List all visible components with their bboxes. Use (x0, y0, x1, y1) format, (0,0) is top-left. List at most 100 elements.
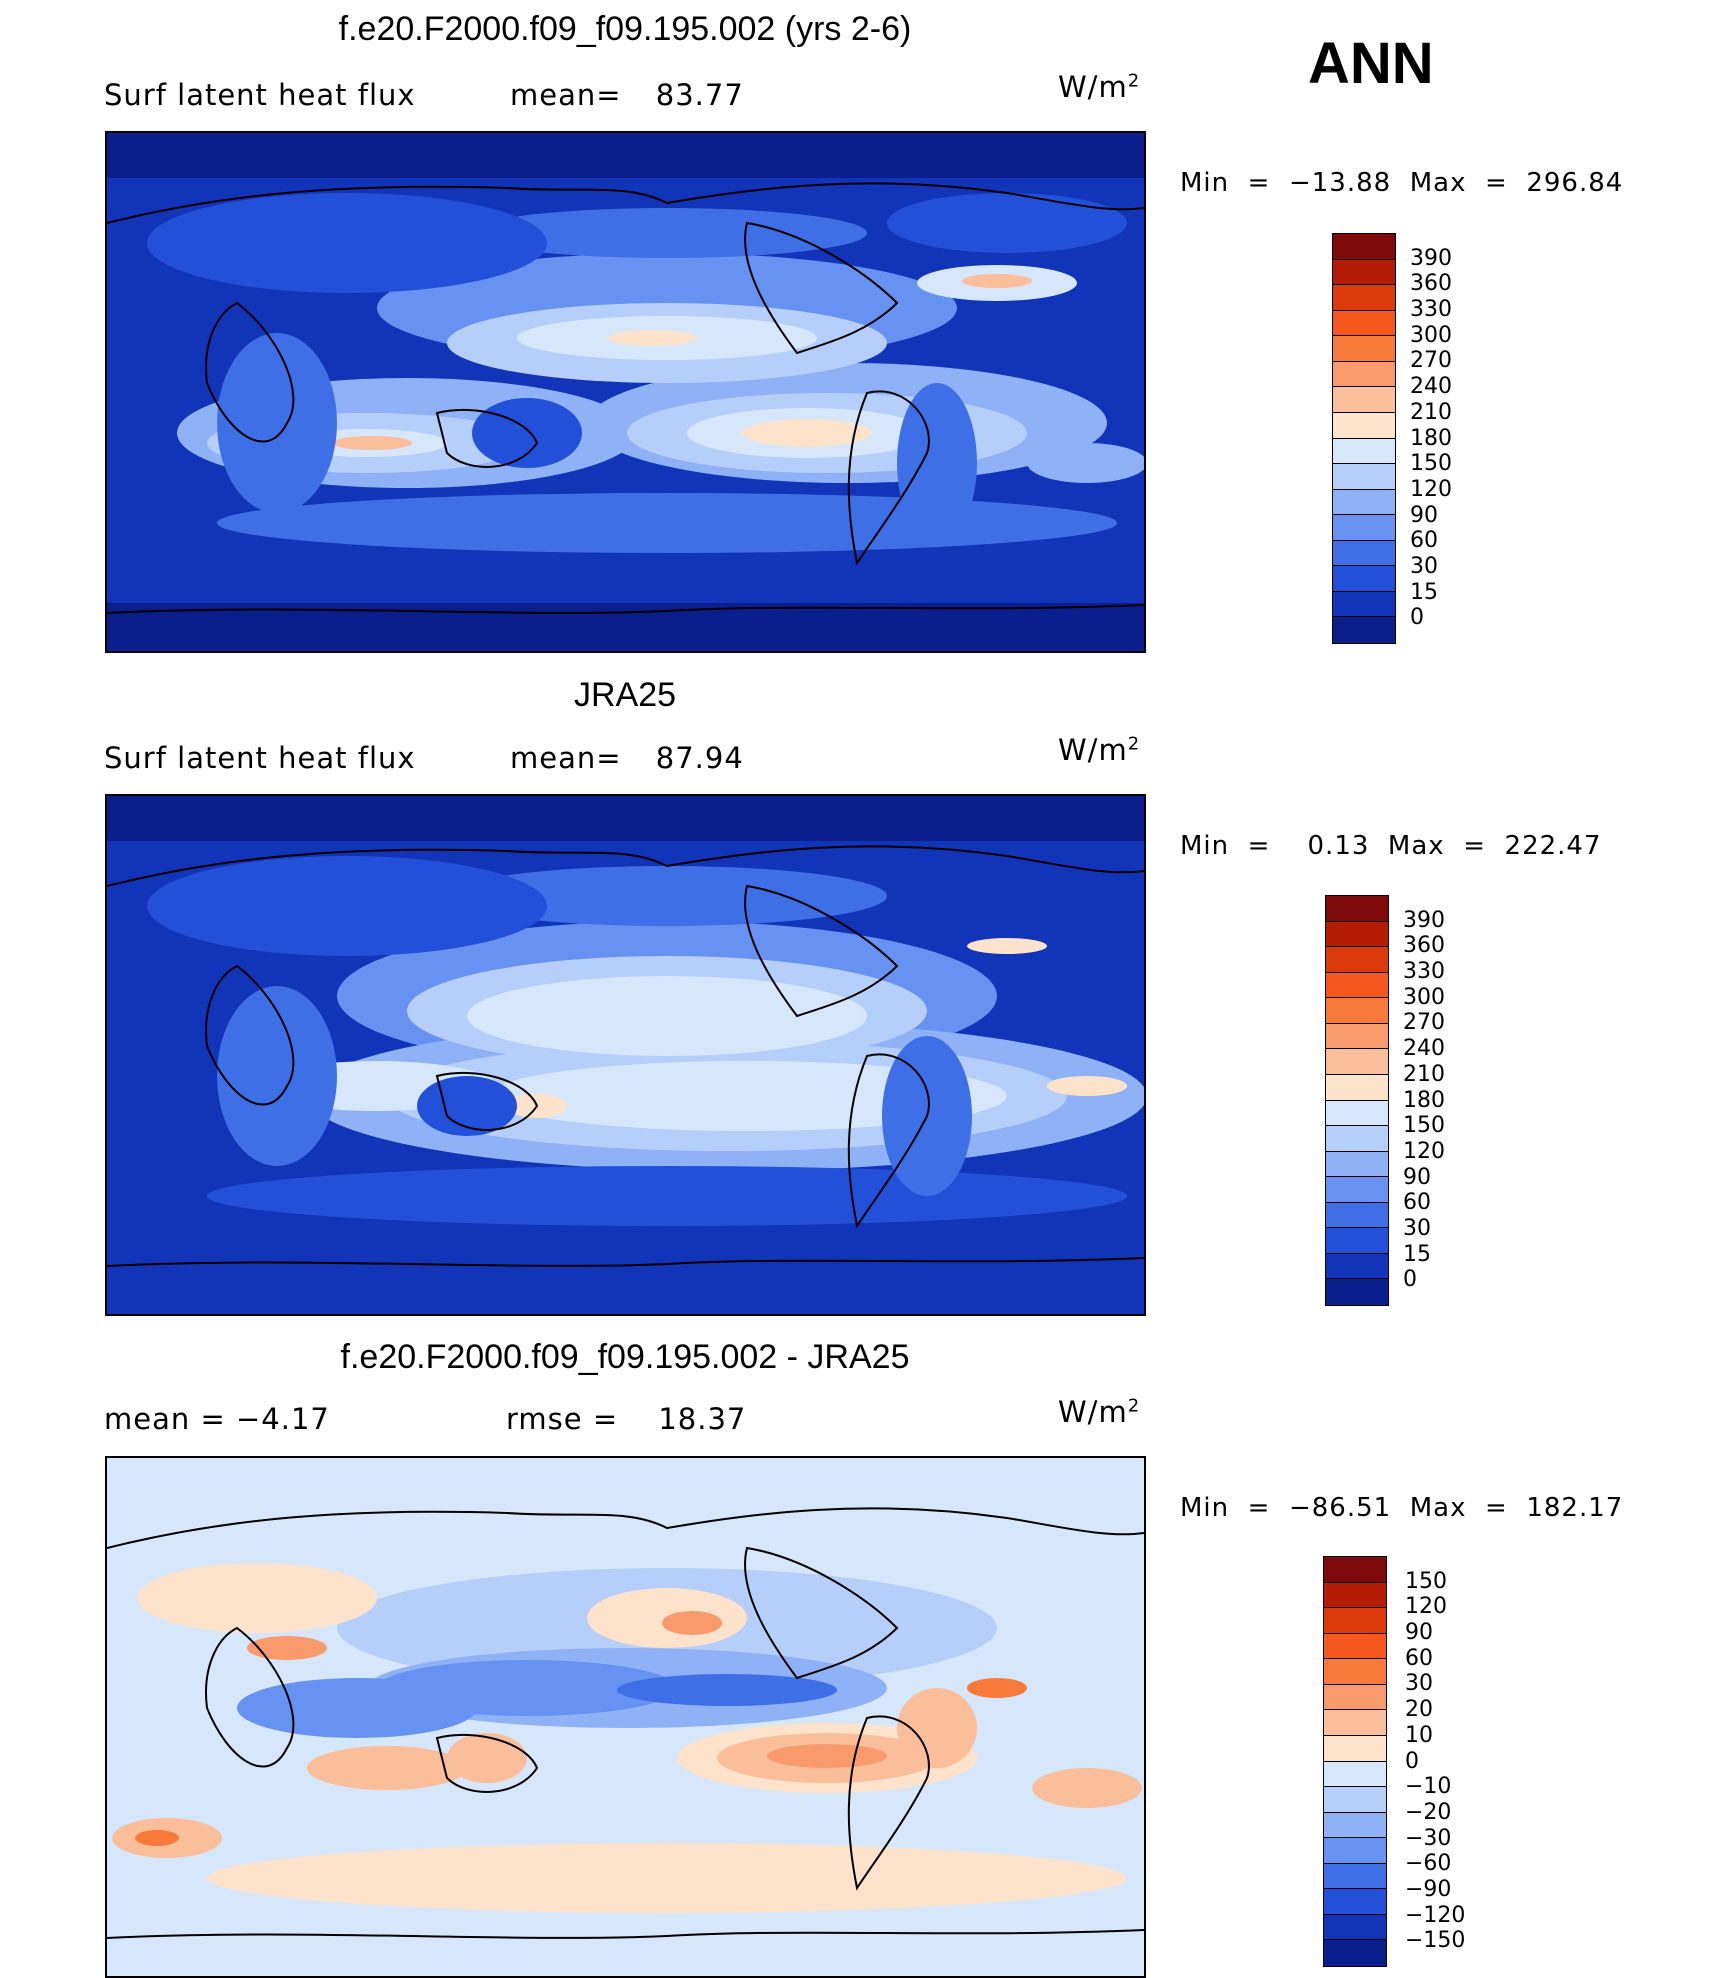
panel-3-map-graphic (107, 1458, 1144, 1976)
colorbar-swatch (1324, 1812, 1386, 1839)
colorbar-swatch (1324, 1940, 1386, 1966)
panel-2-variable-label: Surf latent heat flux (104, 741, 416, 775)
colorbar-swatch (1324, 1863, 1386, 1890)
panel-1-units-exp: 2 (1127, 70, 1141, 92)
colorbar-tick-label: 120 (1403, 1138, 1445, 1164)
colorbar-swatch (1324, 1710, 1386, 1736)
panel-3-minmax-text: Min = −86.51 Max = 182.17 (1180, 1493, 1624, 1523)
colorbar-swatch (1333, 591, 1395, 618)
colorbar-tick-label: 0 (1410, 605, 1424, 631)
colorbar-swatch (1324, 1735, 1386, 1762)
colorbar-tick-label: 270 (1410, 348, 1452, 374)
colorbar-tick-label: −60 (1405, 1851, 1452, 1877)
colorbar-swatch (1326, 1100, 1388, 1127)
colorbar-swatch (1324, 1914, 1386, 1941)
colorbar-tick-label: 300 (1403, 984, 1445, 1010)
colorbar-tick-label: 60 (1405, 1645, 1433, 1671)
colorbar-swatch (1324, 1684, 1386, 1711)
colorbar-tick-label: 150 (1403, 1113, 1445, 1139)
colorbar-swatch (1326, 896, 1388, 922)
colorbar-tick-label: 390 (1410, 245, 1452, 271)
panel-1-mean-prefix: mean= (510, 78, 622, 112)
colorbar-tick-label: 240 (1403, 1036, 1445, 1062)
colorbar-swatch (1326, 1279, 1388, 1305)
colorbar-tick-label: −10 (1405, 1774, 1452, 1800)
colorbar-swatch (1333, 540, 1395, 567)
colorbar-swatch (1324, 1889, 1386, 1915)
colorbar-swatch (1324, 1633, 1386, 1660)
colorbar-swatch (1333, 310, 1395, 337)
colorbar-swatch (1333, 387, 1395, 413)
colorbar-swatch (1324, 1838, 1386, 1864)
colorbar-swatch (1324, 1557, 1386, 1583)
colorbar-tick-label: 330 (1403, 959, 1445, 985)
colorbar-tick-label: −90 (1405, 1876, 1452, 1902)
colorbar-tick-label: 30 (1405, 1671, 1433, 1697)
colorbar-swatch (1333, 259, 1395, 286)
panel-2-units-base: W/m (1058, 733, 1128, 767)
colorbar-tick-label: 150 (1405, 1568, 1447, 1594)
colorbar-swatch (1326, 921, 1388, 948)
panel-2-mean-label: mean= 87.94 (510, 741, 744, 775)
panel-1-minmax-text: Min = −13.88 Max = 296.84 (1180, 168, 1624, 198)
panel-3-colorbar (1323, 1556, 1387, 1967)
colorbar-swatch (1326, 1177, 1388, 1203)
colorbar-tick-label: 390 (1403, 907, 1445, 933)
colorbar-tick-label: 180 (1410, 425, 1452, 451)
colorbar-swatch (1333, 438, 1395, 465)
colorbar-tick-label: 150 (1410, 451, 1452, 477)
colorbar-swatch (1326, 1049, 1388, 1075)
panel-3-units-base: W/m (1058, 1395, 1128, 1429)
panel-3-map (105, 1456, 1146, 1978)
colorbar-tick-label: 360 (1403, 933, 1445, 959)
colorbar-tick-label: 330 (1410, 297, 1452, 323)
colorbar-tick-label: 120 (1410, 476, 1452, 502)
colorbar-swatch (1333, 361, 1395, 388)
colorbar-swatch (1324, 1659, 1386, 1685)
colorbar-tick-label: 90 (1405, 1620, 1433, 1646)
panel-2-title: JRA25 (573, 676, 677, 714)
panel-2-mean-value: 87.94 (655, 741, 744, 775)
colorbar-swatch (1333, 515, 1395, 541)
panel-3-units-exp: 2 (1127, 1395, 1141, 1417)
panel-1-title: f.e20.F2000.f09_f09.195.002 (yrs 2-6) (338, 10, 912, 48)
colorbar-swatch (1326, 998, 1388, 1024)
colorbar-tick-label: 120 (1405, 1594, 1447, 1620)
panel-1-map-graphic (107, 133, 1144, 651)
colorbar-swatch (1324, 1582, 1386, 1609)
colorbar-swatch (1333, 412, 1395, 439)
colorbar-swatch (1333, 285, 1395, 311)
panel-3-rmse-value: 18.37 (658, 1402, 747, 1436)
panel-1-units: W/m2 (1058, 70, 1140, 104)
colorbar-swatch (1333, 566, 1395, 592)
panel-1-mean-label: mean= 83.77 (510, 78, 744, 112)
colorbar-tick-label: −30 (1405, 1825, 1452, 1851)
panel-1-colorbar (1332, 233, 1396, 644)
colorbar-swatch (1326, 1202, 1388, 1229)
panel-3-rmse-label: rmse = 18.37 (506, 1402, 746, 1436)
colorbar-tick-label: −20 (1405, 1799, 1452, 1825)
colorbar-swatch (1333, 489, 1395, 516)
colorbar-swatch (1333, 336, 1395, 362)
panel-2-units-exp: 2 (1127, 733, 1141, 755)
panel-3-mean-label: mean = −4.17 (104, 1402, 330, 1436)
colorbar-tick-label: 20 (1405, 1697, 1433, 1723)
panel-2-minmax: Min = 0.13 Max = 222.47 (1180, 831, 1602, 861)
colorbar-tick-label: 180 (1403, 1087, 1445, 1113)
colorbar-swatch (1333, 464, 1395, 490)
colorbar-swatch (1326, 947, 1388, 973)
colorbar-tick-label: 10 (1405, 1722, 1433, 1748)
colorbar-swatch (1326, 1151, 1388, 1178)
colorbar-tick-label: 15 (1410, 579, 1438, 605)
panel-3-units: W/m2 (1058, 1395, 1140, 1429)
colorbar-swatch (1324, 1608, 1386, 1634)
colorbar-tick-label: 30 (1410, 553, 1438, 579)
panel-2-mean-prefix: mean= (510, 741, 622, 775)
panel-1-map (105, 131, 1146, 653)
colorbar-swatch (1326, 1253, 1388, 1280)
colorbar-swatch (1333, 617, 1395, 643)
colorbar-tick-label: 90 (1410, 502, 1438, 528)
colorbar-swatch (1333, 234, 1395, 260)
colorbar-tick-label: 210 (1410, 399, 1452, 425)
panel-1-units-base: W/m (1058, 70, 1128, 104)
